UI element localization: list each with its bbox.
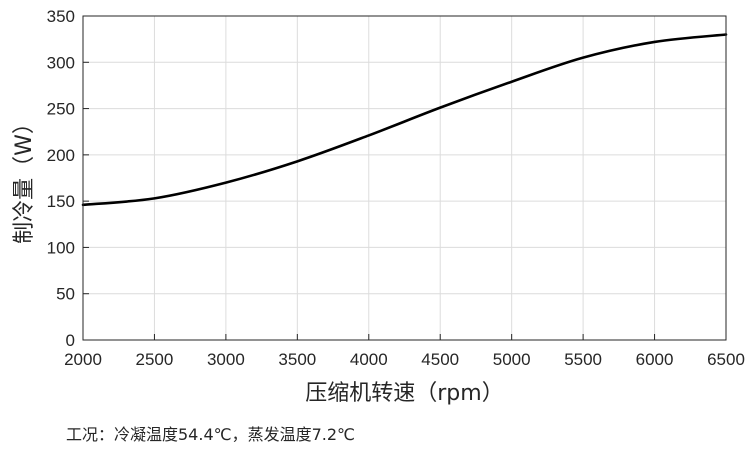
- grid: [83, 16, 726, 340]
- y-tick-label: 350: [47, 7, 75, 26]
- plot-area: [82, 15, 727, 341]
- y-tick-label: 200: [47, 146, 75, 165]
- x-tick-label: 5000: [493, 350, 531, 369]
- curves: [81, 33, 728, 207]
- y-tick-label: 250: [47, 100, 75, 119]
- x-tick-label: 3500: [278, 350, 316, 369]
- plot-border: [82, 15, 727, 341]
- x-tick-label: 6000: [636, 350, 674, 369]
- x-tick-label: 4500: [421, 350, 459, 369]
- y-tick-labels: 0 50 100 150 200 250 300 350: [47, 7, 75, 350]
- x-tick-label: 5500: [564, 350, 602, 369]
- y-axis-label: 制冷量（W）: [12, 112, 37, 244]
- x-tick-label: 2500: [136, 350, 174, 369]
- y-tick-label: 100: [47, 238, 75, 257]
- x-tick-label: 2000: [64, 350, 102, 369]
- y-tick-label: 50: [56, 285, 75, 304]
- x-tick-label: 3000: [207, 350, 245, 369]
- y-tick-label: 0: [66, 331, 75, 350]
- x-tick-label: 6500: [707, 350, 745, 369]
- x-tick-labels: 2000 2500 3000 3500 4000 4500 5000 5500 6000 6500: [64, 350, 745, 369]
- x-axis-label: 压缩机转速（rpm）: [305, 381, 503, 406]
- y-tick-label: 300: [47, 53, 75, 72]
- y-tick-label: 150: [47, 192, 75, 211]
- x-tick-label: 4000: [350, 350, 388, 369]
- series-line: [81, 33, 728, 207]
- condition-note: 工况：冷凝温度54.4℃，蒸发温度7.2℃: [66, 425, 356, 444]
- ticks: [82, 15, 727, 341]
